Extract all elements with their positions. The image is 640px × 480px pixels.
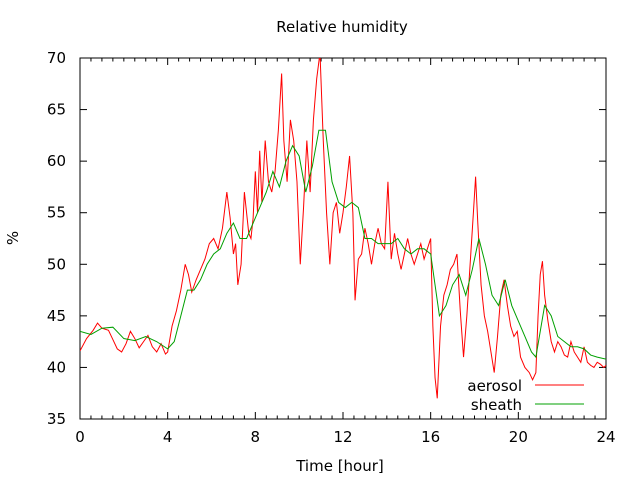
x-tick-label: 24: [596, 428, 615, 446]
y-tick-label: 60: [47, 152, 66, 170]
y-tick-label: 55: [47, 204, 66, 222]
y-tick-label: 70: [47, 49, 66, 67]
axis-ticks: 0 4 8 12 16 20 24 35 40 45 50 55 60 65 70: [47, 49, 616, 446]
x-tick-label: 12: [333, 428, 352, 446]
series-line-aerosol: [80, 58, 606, 399]
y-tick-label: 45: [47, 307, 66, 325]
legend-label-aerosol: aerosol: [467, 377, 522, 395]
x-tick-label: 16: [421, 428, 440, 446]
x-axis-label: Time [hour]: [295, 457, 384, 475]
series-group: [80, 58, 606, 399]
chart-title: Relative humidity: [276, 18, 408, 36]
legend: aerosol sheath: [467, 377, 584, 414]
legend-label-sheath: sheath: [471, 396, 522, 414]
y-tick-label: 65: [47, 101, 66, 119]
y-tick-label: 40: [47, 358, 66, 376]
x-tick-label: 8: [251, 428, 261, 446]
x-tick-label: 4: [163, 428, 173, 446]
y-tick-label: 35: [47, 410, 66, 428]
plot-frame: [79, 57, 607, 420]
y-axis-label: %: [4, 231, 22, 245]
series-line-sheath: [80, 129, 606, 360]
x-tick-label: 0: [75, 428, 85, 446]
y-tick-label: 50: [47, 255, 66, 273]
x-tick-label: 20: [509, 428, 528, 446]
